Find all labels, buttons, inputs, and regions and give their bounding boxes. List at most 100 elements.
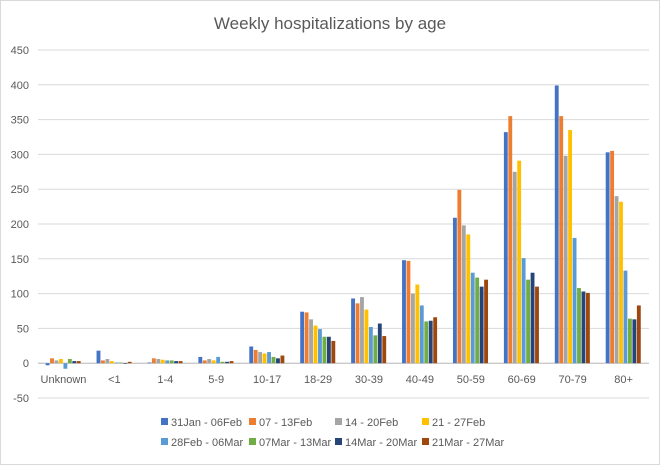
bar [165,360,170,364]
bar [151,358,156,364]
bar [220,361,225,364]
bar [373,335,378,364]
bar [484,279,489,364]
bar [225,361,229,364]
bar [300,311,305,364]
legend-swatch [335,418,342,425]
bar [623,270,628,364]
y-tick-label: 350 [11,115,29,127]
bar [50,358,54,364]
bar [377,323,382,364]
x-tick-label: 30-39 [355,374,383,386]
bar [331,340,336,364]
bar [326,336,331,364]
legend-label: 21 - 27Feb [432,417,485,429]
bar [109,361,114,364]
bar [202,360,207,364]
bar [512,171,517,364]
legend-swatch [161,418,168,425]
bar [636,305,641,364]
bar [169,360,174,364]
y-tick-label: 200 [11,219,29,231]
x-tick-label: 5-9 [208,374,224,386]
bar [479,286,484,364]
bar [355,303,360,364]
bar [178,361,183,364]
bar [253,349,258,364]
bar [517,160,522,364]
bar [535,286,539,364]
bar [577,288,581,364]
bar [419,305,424,364]
bar [568,130,573,364]
bar [156,359,161,364]
bar [627,318,632,364]
bar [457,189,462,364]
bar [585,292,590,364]
bar [475,277,480,364]
bar [147,362,152,364]
legend-label: 14Mar - 20Mar [345,437,417,449]
bar [559,116,564,364]
legend-label: 07 - 13Feb [259,417,312,429]
y-tick-label: -50 [13,393,29,405]
legend-swatch [249,418,256,425]
bar [428,320,433,364]
legend-swatch [249,438,256,445]
bar [318,329,322,364]
x-tick-label: 18-29 [304,374,332,386]
legend-swatch [161,438,168,445]
legend-swatch [335,438,342,445]
bar [526,279,531,364]
x-tick-label: 70-79 [559,374,587,386]
bar [280,355,285,364]
bar [313,325,318,364]
bar [67,359,72,364]
bar [76,361,81,364]
x-tick-label: 50-59 [457,374,485,386]
x-axis-ticks: Unknown <1 1-4 5-9 10-17 18-29 30-39 40-49 50-59… [41,374,633,386]
bar [466,234,471,364]
bar [271,356,276,364]
x-tick-label: Unknown [41,374,87,386]
bar [249,346,254,364]
bar [45,363,50,366]
bar [605,152,610,364]
bar [211,360,216,364]
y-tick-label: 300 [11,149,29,161]
x-tick-label: 60-69 [508,374,536,386]
bar [614,196,619,364]
bar [207,359,212,364]
bar [101,360,105,364]
x-tick-label: <1 [108,374,121,386]
bar [229,361,234,364]
bar [105,359,110,364]
bar [59,359,63,364]
bar [267,352,271,364]
bar [508,116,513,364]
chart-title: Weekly hospitalizations by age [214,14,446,33]
bar [619,201,623,364]
bar [198,356,203,364]
bar [262,353,267,364]
bar [433,317,438,364]
bar [503,132,508,364]
bar [123,363,128,364]
bar [610,150,615,364]
bar [406,260,411,364]
bar [632,319,637,364]
bar [351,298,355,364]
y-axis-ticks: -50 0 50 100 150 200 250 300 350 400 450 [11,45,29,405]
bar [402,260,406,364]
bar [309,319,313,364]
legend-label: 07Mar - 13Mar [259,437,331,449]
bar [530,272,535,364]
bar [521,258,526,364]
legend-label: 31Jan - 06Feb [171,417,242,429]
bars [45,85,641,369]
bar [114,362,119,364]
bar [410,293,415,364]
bar [563,155,568,364]
bar [96,350,101,364]
